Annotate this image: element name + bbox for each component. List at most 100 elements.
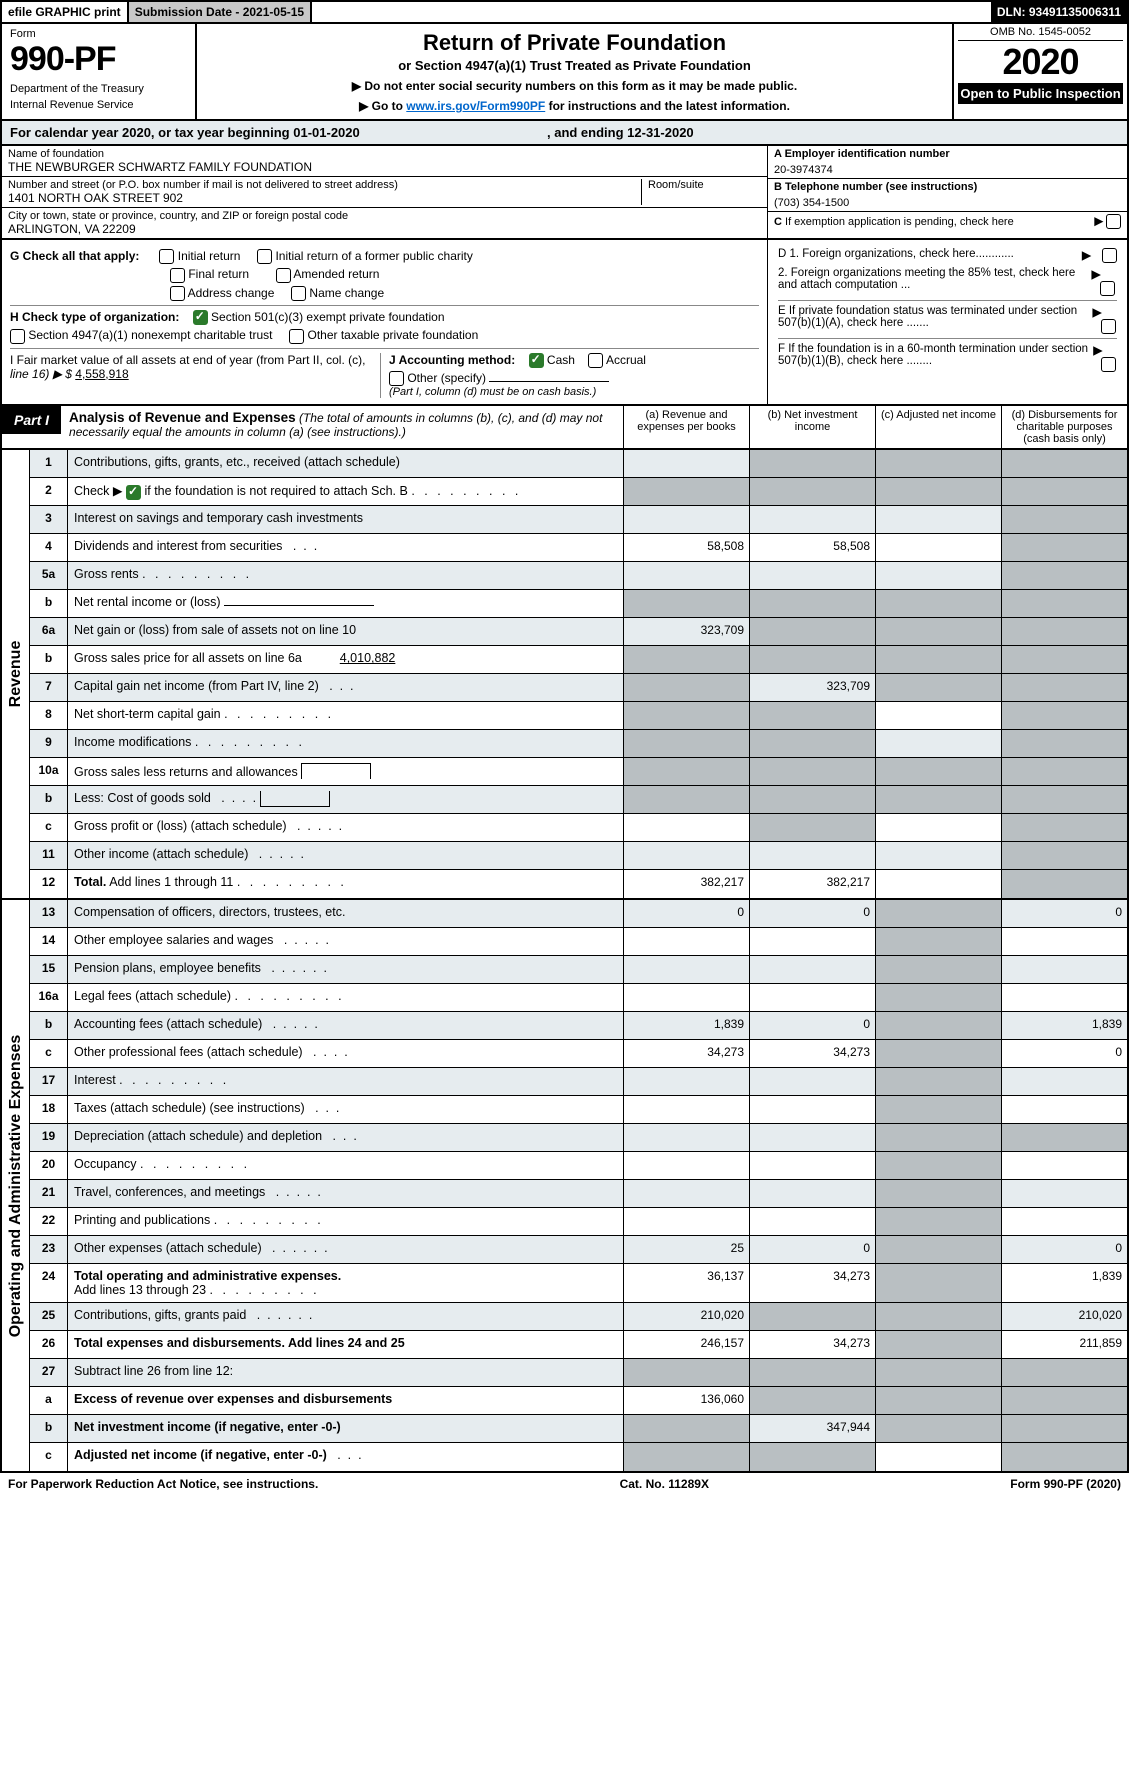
efile-print-btn[interactable]: efile GRAPHIC print [2, 2, 129, 22]
j-other[interactable] [389, 371, 404, 386]
row-27b: Net investment income (if negative, ente… [68, 1415, 623, 1442]
footer-center: Cat. No. 11289X [620, 1477, 709, 1491]
address-label: Number and street (or P.O. box number if… [8, 179, 641, 191]
address: 1401 NORTH OAK STREET 902 [8, 191, 641, 205]
note-goto: ▶ Go to www.irs.gov/Form990PF for instru… [205, 99, 944, 113]
footer: For Paperwork Reduction Act Notice, see … [0, 1473, 1129, 1495]
form-header: Form 990-PF Department of the Treasury I… [0, 24, 1129, 121]
row-12: Total. Add lines 1 through 11 [68, 870, 623, 898]
h-other-taxable[interactable] [289, 329, 304, 344]
row-1: Contributions, gifts, grants, etc., rece… [68, 450, 623, 477]
row-22: Printing and publications [68, 1208, 623, 1235]
g-initial-former[interactable] [257, 249, 272, 264]
row-2-checkbox[interactable] [126, 485, 141, 500]
row-10c: Gross profit or (loss) (attach schedule)… [68, 814, 623, 841]
part1-header: Part I Analysis of Revenue and Expenses … [0, 406, 1129, 450]
row-10a: Gross sales less returns and allowances [68, 758, 623, 785]
ein-label: A Employer identification number [774, 148, 950, 160]
row-27a: Excess of revenue over expenses and disb… [68, 1387, 623, 1414]
check-section: G Check all that apply: Initial return I… [0, 240, 1129, 406]
f-label: F If the foundation is in a 60-month ter… [778, 343, 1093, 367]
topbar: efile GRAPHIC print Submission Date - 20… [0, 0, 1129, 24]
e-label: E If private foundation status was termi… [778, 305, 1093, 329]
row-24: Total operating and administrative expen… [68, 1264, 623, 1302]
row-8: Net short-term capital gain [68, 702, 623, 729]
row-25: Contributions, gifts, grants paid . . . … [68, 1303, 623, 1330]
footer-right: Form 990-PF (2020) [1010, 1477, 1121, 1491]
h-4947[interactable] [10, 329, 25, 344]
d1-label: D 1. Foreign organizations, check here..… [778, 248, 1014, 260]
g-final-return[interactable] [170, 268, 185, 283]
d2-label: 2. Foreign organizations meeting the 85%… [778, 267, 1092, 291]
i-label-1: I Fair market value of all assets at end… [10, 353, 380, 367]
h-501c3[interactable] [193, 310, 208, 325]
row-15: Pension plans, employee benefits . . . .… [68, 956, 623, 983]
row-10b: Less: Cost of goods sold . . . . [68, 786, 623, 813]
f-checkbox[interactable] [1101, 357, 1116, 372]
row-3: Interest on savings and temporary cash i… [68, 506, 623, 533]
j-cash[interactable] [529, 353, 544, 368]
part1-tab: Part I [2, 406, 61, 434]
col-c-header: (c) Adjusted net income [875, 406, 1001, 448]
phone-value: (703) 354-1500 [774, 197, 1121, 209]
name-label: Name of foundation [8, 148, 761, 160]
row-16c: Other professional fees (attach schedule… [68, 1040, 623, 1067]
row-27: Subtract line 26 from line 12: [68, 1359, 623, 1386]
row-7: Capital gain net income (from Part IV, l… [68, 674, 623, 701]
row-27c: Adjusted net income (if negative, enter … [68, 1443, 623, 1471]
foundation-name: THE NEWBURGER SCHWARTZ FAMILY FOUNDATION [8, 160, 761, 174]
h-label: H Check type of organization: [10, 310, 179, 324]
room-label: Room/suite [648, 179, 761, 191]
g-amended-return[interactable] [276, 268, 291, 283]
row-19: Depreciation (attach schedule) and deple… [68, 1124, 623, 1151]
c-checkbox[interactable] [1106, 214, 1121, 229]
part1-title: Analysis of Revenue and Expenses [69, 410, 296, 425]
j-accrual[interactable] [588, 353, 603, 368]
dept-treasury: Department of the Treasury [10, 83, 187, 95]
col-a-header: (a) Revenue and expenses per books [623, 406, 749, 448]
revenue-vtab: Revenue [7, 641, 25, 708]
g-address-change[interactable] [170, 286, 185, 301]
g-initial-return[interactable] [159, 249, 174, 264]
d1-checkbox[interactable] [1102, 248, 1117, 263]
omb-number: OMB No. 1545-0052 [958, 26, 1123, 41]
row-4: Dividends and interest from securities .… [68, 534, 623, 561]
submission-date: Submission Date - 2021-05-15 [129, 2, 312, 22]
row-11: Other income (attach schedule) . . . . . [68, 842, 623, 869]
footer-left: For Paperwork Reduction Act Notice, see … [8, 1477, 318, 1491]
irs-label: Internal Revenue Service [10, 99, 187, 111]
row-17: Interest [68, 1068, 623, 1095]
row-6b: Gross sales price for all assets on line… [68, 646, 623, 673]
row-9: Income modifications [68, 730, 623, 757]
row-16b: Accounting fees (attach schedule) . . . … [68, 1012, 623, 1039]
expenses-vtab: Operating and Administrative Expenses [7, 1034, 25, 1337]
city-label: City or town, state or province, country… [8, 210, 761, 222]
j-label: J Accounting method: [389, 353, 515, 367]
e-checkbox[interactable] [1101, 319, 1116, 334]
ein-value: 20-3974374 [774, 164, 1121, 176]
irs-link[interactable]: www.irs.gov/Form990PF [406, 99, 545, 113]
form-title: Return of Private Foundation [205, 30, 944, 56]
row-6a: Net gain or (loss) from sale of assets n… [68, 618, 623, 645]
row-23: Other expenses (attach schedule) . . . .… [68, 1236, 623, 1263]
dln: DLN: 93491135006311 [991, 2, 1127, 22]
g-name-change[interactable] [291, 286, 306, 301]
row-16a: Legal fees (attach schedule) [68, 984, 623, 1011]
col-d-header: (d) Disbursements for charitable purpose… [1001, 406, 1127, 448]
g-label: G Check all that apply: [10, 249, 139, 263]
row-13: Compensation of officers, directors, tru… [68, 900, 623, 927]
revenue-table: Revenue 1Contributions, gifts, grants, e… [0, 450, 1129, 900]
city-state-zip: ARLINGTON, VA 22209 [8, 222, 761, 236]
calendar-year-row: For calendar year 2020, or tax year begi… [0, 121, 1129, 146]
row-5b: Net rental income or (loss) [68, 590, 623, 617]
identification-block: Name of foundation THE NEWBURGER SCHWART… [0, 146, 1129, 240]
tax-year: 2020 [958, 41, 1123, 83]
open-to-public: Open to Public Inspection [958, 83, 1123, 104]
c-label: If exemption application is pending, che… [785, 216, 1014, 228]
d2-checkbox[interactable] [1100, 281, 1115, 296]
phone-label: B Telephone number (see instructions) [774, 181, 977, 193]
form-subtitle: or Section 4947(a)(1) Trust Treated as P… [205, 58, 944, 73]
row-14: Other employee salaries and wages . . . … [68, 928, 623, 955]
row-26: Total expenses and disbursements. Add li… [68, 1331, 623, 1358]
expenses-table: Operating and Administrative Expenses 13… [0, 900, 1129, 1473]
